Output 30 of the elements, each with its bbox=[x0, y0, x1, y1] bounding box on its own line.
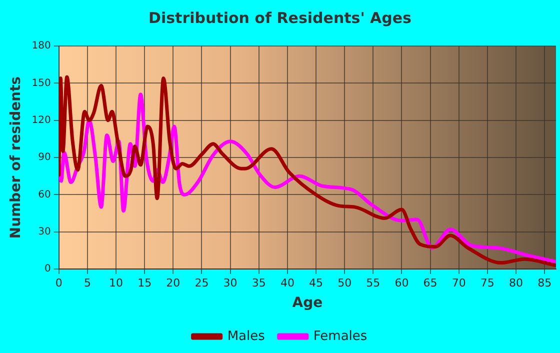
legend-label: Females bbox=[313, 328, 368, 344]
y-tick-label: 60 bbox=[38, 189, 51, 200]
x-tick-label: 10 bbox=[109, 276, 124, 290]
x-tick-label: 0 bbox=[55, 276, 62, 290]
y-tick-label: 120 bbox=[32, 114, 51, 126]
x-tick-label: 45 bbox=[309, 276, 324, 290]
y-tick-label: 90 bbox=[38, 152, 51, 164]
y-tick-label: 150 bbox=[32, 78, 51, 89]
x-tick-label: 80 bbox=[509, 276, 523, 290]
y-tick-label: 30 bbox=[38, 226, 51, 238]
y-tick-label: 180 bbox=[32, 40, 51, 52]
x-tick-label: 65 bbox=[423, 276, 438, 290]
x-tick-label: 85 bbox=[538, 276, 552, 290]
x-tick-label: 35 bbox=[252, 276, 266, 290]
x-tick-label: 40 bbox=[280, 276, 294, 290]
x-tick-label: 55 bbox=[366, 276, 380, 290]
legend-label: Males bbox=[227, 328, 266, 344]
x-tick-label: 70 bbox=[452, 276, 466, 290]
chart-title: Distribution of Residents' Ages bbox=[148, 8, 412, 27]
x-tick-label: 75 bbox=[480, 276, 494, 290]
x-tick-label: 50 bbox=[338, 276, 352, 290]
y-axis-title: Number of residents bbox=[8, 76, 24, 239]
x-tick-label: 30 bbox=[223, 276, 238, 290]
x-tick-label: 25 bbox=[194, 276, 209, 290]
x-tick-label: 15 bbox=[138, 276, 152, 290]
x-tick-label: 60 bbox=[394, 276, 409, 290]
x-axis-title: Age bbox=[292, 295, 323, 312]
y-tick-label: 0 bbox=[44, 264, 51, 275]
x-tick-label: 20 bbox=[166, 276, 180, 290]
x-tick-label: 5 bbox=[84, 276, 91, 290]
